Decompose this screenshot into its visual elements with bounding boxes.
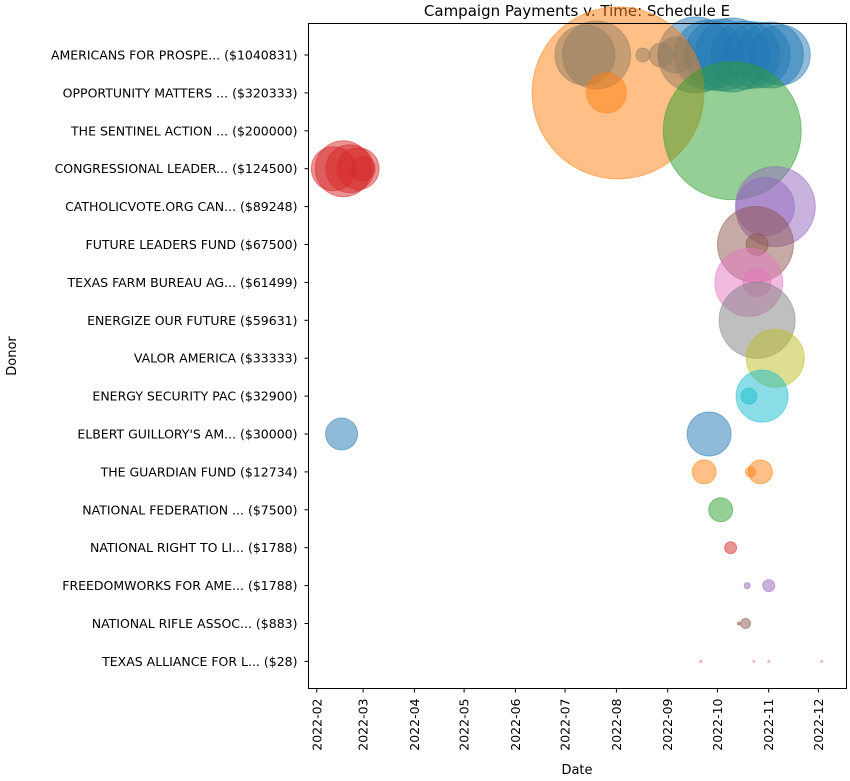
y-tick-label: THE SENTINEL ACTION ... ($200000) — [70, 123, 297, 138]
y-tick-label: FUTURE LEADERS FUND ($67500) — [86, 237, 298, 252]
y-tick-label: OPPORTUNITY MATTERS ... ($320333) — [63, 85, 298, 100]
y-tick-label: ENERGY SECURITY PAC ($32900) — [92, 389, 297, 404]
bubble-point — [740, 387, 758, 405]
y-tick-label: CATHOLICVOTE.ORG CAN... ($89248) — [65, 199, 297, 214]
x-axis-label: Date — [561, 763, 592, 778]
bubble-point — [762, 579, 776, 593]
x-tick-label: 2022-03 — [356, 699, 371, 751]
bubble-point — [820, 659, 824, 663]
bubble-point — [744, 466, 756, 478]
bubble-point — [767, 659, 771, 663]
y-tick-label: TEXAS FARM BUREAU AG... ($61499) — [67, 275, 298, 290]
x-tick-label: 2022-11 — [761, 699, 776, 751]
bubble-point — [585, 72, 627, 114]
y-tick-label: NATIONAL FEDERATION ... ($7500) — [82, 502, 297, 517]
bubble-layer — [310, 6, 824, 664]
bubble-point — [708, 497, 734, 523]
x-tick-label: 2022-12 — [811, 699, 826, 751]
y-tick-label: TEXAS ALLIANCE FOR L... ($28) — [101, 654, 297, 669]
bubble-point — [350, 156, 376, 182]
bubble-point — [699, 659, 703, 664]
x-tick-label: 2022-09 — [660, 698, 675, 750]
y-tick-label: NATIONAL RIGHT TO LI... ($1788) — [90, 540, 298, 555]
bubble-point — [752, 659, 756, 663]
bubble-point — [736, 621, 741, 626]
bubble-point — [743, 582, 751, 590]
x-tick-label: 2022-07 — [558, 699, 573, 751]
y-tick-label: ENERGIZE OUR FUTURE ($59631) — [87, 313, 297, 328]
y-tick-label: FREEDOMWORKS FOR AME... ($1788) — [62, 578, 297, 593]
bubble-point — [724, 541, 738, 555]
x-tick-label: 2022-08 — [609, 698, 624, 750]
y-tick-label: ELBERT GUILLORY'S AM... ($30000) — [77, 427, 297, 442]
y-tick-label: VALOR AMERICA ($33333) — [134, 351, 298, 366]
y-tick-label: AMERICANS FOR PROSPE... ($1040831) — [51, 48, 298, 63]
x-tick-label: 2022-06 — [508, 698, 523, 750]
y-axis: AMERICANS FOR PROSPE... ($1040831) OPPORT… — [51, 48, 309, 669]
bubble-point — [662, 61, 802, 201]
x-tick-label: 2022-02 — [309, 699, 324, 751]
plot-frame — [308, 23, 847, 689]
x-tick-label: 2022-04 — [407, 698, 422, 750]
x-tick-label: 2022-05 — [457, 699, 472, 751]
bubble-point — [735, 369, 789, 423]
x-tick-label: 2022-10 — [710, 698, 725, 750]
bubble-point — [691, 459, 717, 485]
bubble-point — [740, 618, 752, 629]
y-axis-label: Donor — [5, 336, 20, 376]
bubble-point — [325, 417, 359, 451]
y-tick-label: THE GUARDIAN FUND ($12734) — [100, 464, 298, 479]
bubble-point — [686, 411, 732, 457]
x-axis: 2022-02 2022-03 2022-04 2022-05 2022-06 2022-… — [309, 688, 826, 751]
y-tick-label: CONGRESSIONAL LEADER... ($124500) — [55, 161, 298, 176]
y-tick-label: NATIONAL RIFLE ASSOC... ($883) — [92, 616, 298, 631]
